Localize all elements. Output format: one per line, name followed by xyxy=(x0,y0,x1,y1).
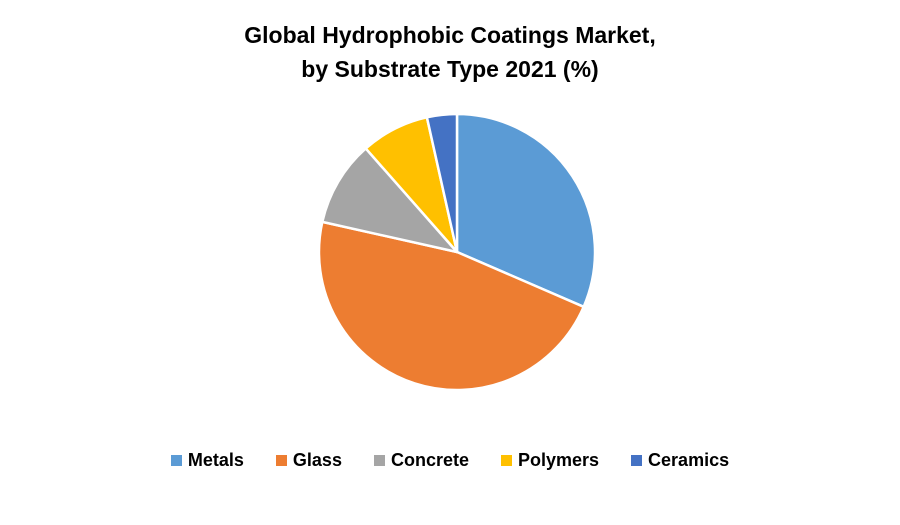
legend-swatch-ceramics xyxy=(631,454,643,466)
chart-title-line-2: by Substrate Type 2021 (%) xyxy=(301,56,599,82)
legend-label-metals: Metals xyxy=(187,449,244,470)
legend-swatch-concrete xyxy=(373,454,385,466)
pie-slice-ceramics xyxy=(425,112,459,254)
legend-item-metals: Metals xyxy=(170,449,244,471)
legend-label-polymers: Polymers xyxy=(518,449,600,470)
legend: Metals Glass Concrete Polymers Ceramics xyxy=(0,447,900,473)
pie-slice-metals xyxy=(455,112,597,309)
legend-label-concrete: Concrete xyxy=(390,449,469,470)
chart-title: Global Hydrophobic Coatings Market, by S… xyxy=(0,18,900,86)
pie-slice-glass xyxy=(317,220,585,392)
legend-label-ceramics: Ceramics xyxy=(648,449,730,470)
legend-item-ceramics: Ceramics xyxy=(631,450,729,471)
chart-title-line-1: Global Hydrophobic Coatings Market, xyxy=(244,22,656,48)
legend-swatch-glass xyxy=(275,454,287,466)
legend-item-polymers: Polymers xyxy=(501,450,599,471)
legend-swatch-metals xyxy=(170,454,182,466)
pie-slice-concrete xyxy=(321,147,459,254)
legend-item-glass: Glass xyxy=(275,449,342,471)
legend-swatch-polymers xyxy=(501,454,512,466)
legend-item-concrete: Concrete xyxy=(373,449,469,471)
legend-label-glass: Glass xyxy=(292,449,342,470)
